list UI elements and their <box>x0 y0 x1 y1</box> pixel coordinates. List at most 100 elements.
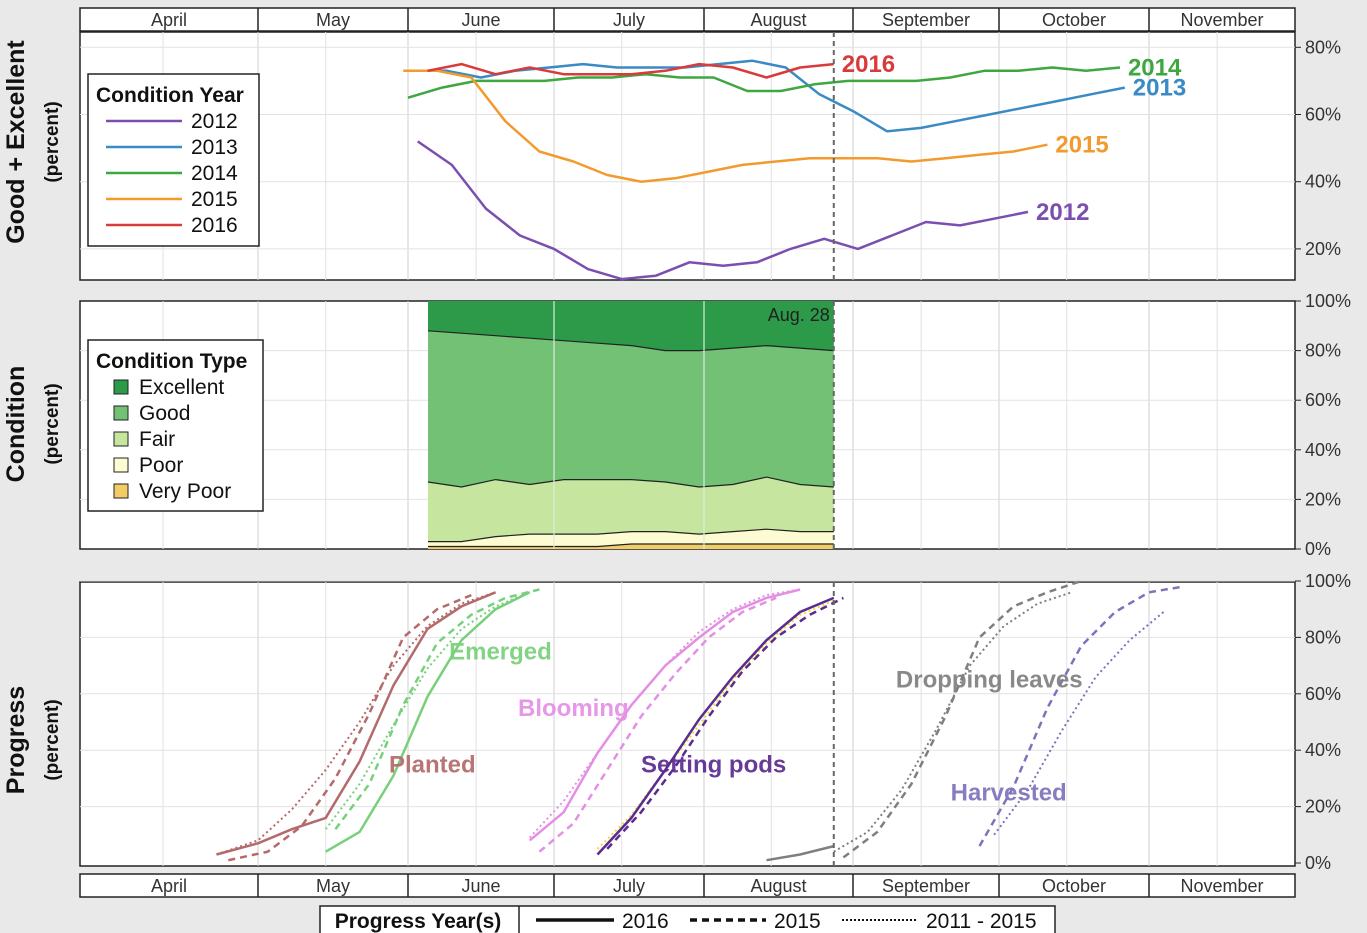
legend-entry-2011-2015: 2011 - 2015 <box>926 910 1037 933</box>
y-tick-label: 20% <box>1305 797 1341 817</box>
progress-setting-pods-2015 <box>606 596 844 850</box>
y-tick-label: 40% <box>1305 440 1341 460</box>
area-excellent <box>428 301 834 351</box>
y-tick-label: 0% <box>1305 853 1331 873</box>
area-poor <box>428 529 834 547</box>
y-tick-label: 0% <box>1305 539 1331 559</box>
axis-title: Good + Excellent <box>2 40 30 244</box>
y-tick-label: 60% <box>1305 684 1341 704</box>
month-label-july: July <box>613 10 645 30</box>
y-tick-label: 20% <box>1305 239 1341 259</box>
progress-emerged-avg <box>324 591 531 830</box>
month-label-august: August <box>750 876 806 896</box>
y-axis-good-excellent: 20% 40% 60% 80% <box>1295 37 1341 259</box>
line-2016 <box>427 62 834 79</box>
y-tick-label: 40% <box>1305 740 1341 760</box>
month-label-october: October <box>1042 10 1106 30</box>
month-label-april: April <box>151 876 187 896</box>
y-title-progress: Progress (percent) <box>2 686 63 794</box>
legend-title: Condition Year <box>96 84 244 107</box>
legend-swatch <box>113 483 129 499</box>
legend-swatch <box>113 457 129 473</box>
progress-blooming-2016 <box>528 588 801 842</box>
legend-entry-2016: 2016 <box>191 214 238 237</box>
month-label-june: June <box>461 876 500 896</box>
legend-entry-excellent: Excellent <box>139 376 224 399</box>
condition-date-annotation: Aug. 28 <box>768 305 830 325</box>
line-2012 <box>416 140 1029 281</box>
series-end-label-2016: 2016 <box>842 51 895 78</box>
y-title-good-excellent: Good + Excellent (percent) <box>2 40 63 244</box>
legend-condition-year: Condition Year 2012 2013 2014 2015 2016 <box>87 73 260 247</box>
legend-swatch <box>113 405 129 421</box>
progress-emerged-2016 <box>325 591 531 853</box>
progress-planted-avg <box>216 591 496 856</box>
axis-title: Condition <box>2 366 30 483</box>
legend-entry-2013: 2013 <box>191 136 238 159</box>
axis-unit: (percent) <box>42 383 63 464</box>
condition-areas: Aug. 28 <box>427 301 834 549</box>
month-label-september: September <box>882 876 970 896</box>
legend-swatch <box>113 379 129 395</box>
boundary-fair <box>427 476 834 488</box>
boundary-good <box>427 330 834 352</box>
month-strip-bottom: April May June July August September October No… <box>79 873 1296 898</box>
y-tick-label: 100% <box>1305 291 1351 311</box>
y-tick-label: 40% <box>1305 172 1341 192</box>
axis-unit: (percent) <box>42 101 63 182</box>
area-very-poor <box>428 544 834 549</box>
legend-entry-good: Good <box>139 402 190 425</box>
progress-blooming-2015 <box>538 596 777 853</box>
panel-good-excellent <box>79 31 1296 281</box>
series-end-label-2012: 2012 <box>1036 199 1089 226</box>
legend-condition-type: Condition Type Excellent Good Fair Poor Very … <box>87 339 264 512</box>
boundary-very_poor <box>428 543 834 548</box>
axis-title: Progress <box>2 686 30 794</box>
legend-swatch <box>113 431 129 447</box>
line-2014 <box>407 66 1121 99</box>
legend-entry-2014: 2014 <box>191 162 238 185</box>
legend-entry-2012: 2012 <box>191 110 238 133</box>
area-good <box>428 330 834 487</box>
legend-progress-years: Progress Year(s) 2016 2015 2011 - 2015 <box>319 905 1056 933</box>
stage-label-planted: Planted <box>389 751 476 778</box>
legend-entry-2016: 2016 <box>622 910 669 933</box>
y-title-condition: Condition (percent) <box>2 366 63 483</box>
boundary-poor <box>428 528 834 543</box>
month-label-october: October <box>1042 876 1106 896</box>
series-end-label-2013: 2013 <box>1133 75 1186 102</box>
month-label-april: April <box>151 10 187 30</box>
y-tick-label: 60% <box>1305 390 1341 410</box>
progress-harvested-avg <box>993 611 1165 836</box>
panel-progress <box>79 581 1296 867</box>
y-tick-label: 60% <box>1305 105 1341 125</box>
stage-label-harvested: Harvested <box>951 780 1067 807</box>
series-end-label-2015: 2015 <box>1055 132 1108 159</box>
area-fair <box>428 477 834 542</box>
legend-entry-fair: Fair <box>139 428 175 451</box>
month-label-june: June <box>461 10 500 30</box>
progress-dropping-leaves-2016 <box>766 844 835 862</box>
legend-title: Progress Year(s) <box>335 910 502 933</box>
gridlines <box>80 32 1295 280</box>
y-tick-label: 100% <box>1305 571 1351 591</box>
progress-series: Planted Emerged Blooming Setting pods Droppi… <box>216 579 1184 862</box>
legend-title: Condition Type <box>96 350 247 373</box>
month-label-july: July <box>613 876 645 896</box>
month-label-may: May <box>316 876 350 896</box>
stage-label-dropping-leaves: Dropping leaves <box>896 667 1083 694</box>
month-label-may: May <box>316 10 350 30</box>
month-label-november: November <box>1180 10 1263 30</box>
month-label-november: November <box>1180 876 1263 896</box>
progress-planted-2016 <box>216 591 497 856</box>
legend-entry-poor: Poor <box>139 454 183 477</box>
y-tick-label: 20% <box>1305 489 1341 509</box>
progress-setting-pods-2016 <box>596 596 835 856</box>
y-axis-condition: 0% 20% 40% 60% 80% 100% <box>1295 291 1351 559</box>
progress-dropping-leaves-avg <box>833 591 1072 853</box>
progress-dropping-leaves-2015 <box>842 579 1082 859</box>
legend-entry-2015: 2015 <box>774 910 821 933</box>
series-end-label-2014: 2014 <box>1128 54 1182 81</box>
